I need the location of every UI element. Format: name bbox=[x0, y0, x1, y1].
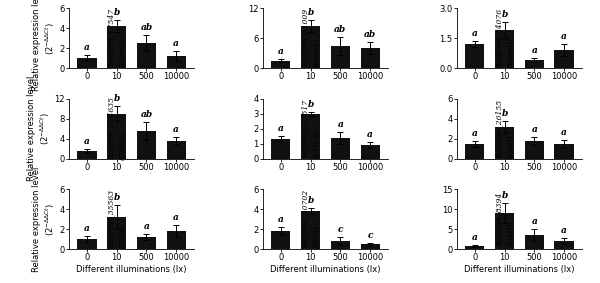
Text: b: b bbox=[307, 100, 314, 109]
Text: a: a bbox=[278, 124, 284, 133]
Text: Isoform_17547
(HemA): Isoform_17547 (HemA) bbox=[109, 9, 126, 67]
Bar bbox=[301, 26, 320, 68]
Text: b: b bbox=[307, 196, 314, 205]
Bar bbox=[167, 231, 186, 249]
Bar bbox=[107, 217, 127, 249]
Bar bbox=[361, 145, 380, 158]
Bar bbox=[137, 43, 156, 68]
Bar bbox=[361, 244, 380, 249]
Text: a: a bbox=[472, 233, 478, 242]
Text: a: a bbox=[532, 125, 537, 134]
Text: b: b bbox=[502, 109, 508, 118]
Text: a: a bbox=[532, 217, 537, 226]
Text: a: a bbox=[173, 213, 179, 222]
Text: b: b bbox=[502, 10, 508, 20]
Text: a: a bbox=[84, 43, 90, 52]
Bar bbox=[167, 56, 186, 68]
Bar bbox=[77, 58, 97, 68]
Bar bbox=[554, 241, 574, 249]
X-axis label: Different illuminations (lx): Different illuminations (lx) bbox=[270, 265, 381, 274]
Bar bbox=[271, 139, 290, 158]
Bar bbox=[361, 48, 380, 68]
Text: a: a bbox=[561, 128, 567, 137]
Bar bbox=[331, 46, 350, 68]
Bar bbox=[77, 151, 97, 158]
X-axis label: Different illuminations (lx): Different illuminations (lx) bbox=[76, 265, 187, 274]
Text: a: a bbox=[532, 46, 537, 55]
Text: c: c bbox=[367, 231, 373, 240]
Text: ab: ab bbox=[140, 23, 152, 32]
Text: b: b bbox=[113, 95, 120, 104]
Bar bbox=[137, 131, 156, 158]
Y-axis label: Relative expression level
(2$^{-\Delta\Delta Ct}$): Relative expression level (2$^{-\Delta\D… bbox=[27, 76, 52, 181]
Y-axis label: Relative expression level
(2$^{-\Delta\Delta Ct}$): Relative expression level (2$^{-\Delta\D… bbox=[32, 0, 56, 91]
Bar bbox=[107, 26, 127, 68]
Text: Isoform_34076
(HemB): Isoform_34076 (HemB) bbox=[496, 9, 514, 67]
Text: a: a bbox=[173, 39, 179, 48]
Bar bbox=[524, 141, 544, 158]
Bar bbox=[107, 114, 127, 158]
Text: Isoform_8394
(CAO): Isoform_8394 (CAO) bbox=[496, 193, 514, 246]
Y-axis label: Relative expression level
(2$^{-\Delta\Delta Ct}$): Relative expression level (2$^{-\Delta\D… bbox=[32, 167, 56, 272]
Bar bbox=[331, 138, 350, 158]
Bar bbox=[465, 144, 484, 158]
Text: a: a bbox=[472, 29, 478, 38]
Text: b: b bbox=[307, 8, 314, 17]
Text: b: b bbox=[502, 191, 508, 200]
Bar bbox=[271, 231, 290, 249]
Text: b: b bbox=[113, 193, 120, 202]
Text: a: a bbox=[84, 224, 90, 233]
Bar bbox=[524, 235, 544, 249]
Text: c: c bbox=[338, 225, 343, 234]
Text: a: a bbox=[143, 222, 149, 231]
Text: a: a bbox=[278, 215, 284, 224]
Text: Isoform_37517
(CHLD): Isoform_37517 (CHLD) bbox=[302, 100, 320, 158]
Text: ab: ab bbox=[334, 25, 346, 34]
Bar bbox=[495, 127, 514, 158]
X-axis label: Different illuminations (lx): Different illuminations (lx) bbox=[464, 265, 575, 274]
Text: a: a bbox=[337, 120, 343, 129]
Text: b: b bbox=[113, 8, 120, 18]
Bar bbox=[271, 61, 290, 68]
Text: Isoform_30702
(POR): Isoform_30702 (POR) bbox=[302, 190, 320, 248]
Bar bbox=[301, 211, 320, 249]
Text: ab: ab bbox=[140, 110, 152, 119]
Bar bbox=[167, 141, 186, 158]
Bar bbox=[77, 239, 97, 249]
Bar bbox=[331, 241, 350, 249]
Text: ab: ab bbox=[364, 30, 376, 39]
Text: a: a bbox=[278, 47, 284, 56]
Text: a: a bbox=[367, 130, 373, 139]
Text: a: a bbox=[472, 129, 478, 138]
Text: Isoform_35563
(DVR): Isoform_35563 (DVR) bbox=[109, 190, 126, 248]
Text: Isoform_274635
(CHLD): Isoform_274635 (CHLD) bbox=[109, 97, 126, 160]
Text: Isoform_26155
(CRD): Isoform_26155 (CRD) bbox=[496, 100, 514, 158]
Bar bbox=[554, 144, 574, 158]
Bar bbox=[301, 114, 320, 158]
Bar bbox=[137, 237, 156, 249]
Text: a: a bbox=[84, 137, 90, 146]
Text: a: a bbox=[561, 226, 567, 235]
Bar bbox=[554, 50, 574, 68]
Bar bbox=[495, 30, 514, 68]
Text: Isoform_31009
(HemL): Isoform_31009 (HemL) bbox=[302, 9, 320, 67]
Text: a: a bbox=[561, 32, 567, 41]
Bar bbox=[524, 60, 544, 68]
Bar bbox=[465, 44, 484, 68]
Bar bbox=[495, 213, 514, 249]
Bar bbox=[465, 246, 484, 249]
Text: a: a bbox=[173, 125, 179, 134]
